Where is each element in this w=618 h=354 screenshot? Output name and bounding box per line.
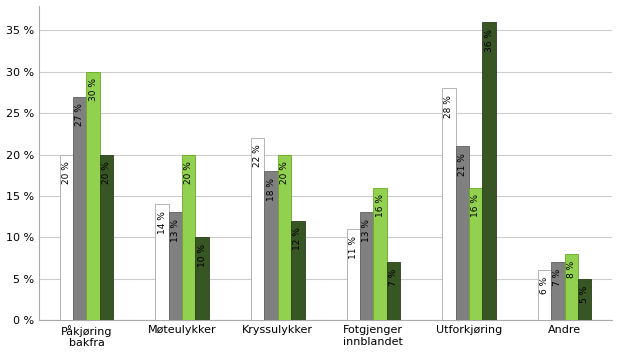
Bar (360, 212, 373, 320)
Text: 30 %: 30 % (88, 78, 98, 101)
Text: 14 %: 14 % (158, 211, 166, 234)
Text: 10 %: 10 % (198, 244, 206, 267)
Bar (169, 212, 182, 320)
Text: 18 %: 18 % (266, 178, 276, 201)
Bar (60, 155, 73, 320)
Text: 16 %: 16 % (471, 194, 480, 217)
Bar (277, 155, 291, 320)
Text: 7 %: 7 % (554, 269, 562, 286)
Text: 13 %: 13 % (171, 219, 180, 242)
Text: 16 %: 16 % (376, 194, 384, 217)
Text: 22 %: 22 % (253, 144, 262, 167)
Text: 20 %: 20 % (62, 161, 71, 184)
Text: 8 %: 8 % (567, 261, 576, 278)
Bar (551, 262, 565, 320)
Bar (251, 138, 265, 320)
Text: 20 %: 20 % (280, 161, 289, 184)
Bar (73, 97, 87, 320)
Text: 27 %: 27 % (75, 103, 84, 126)
Text: 11 %: 11 % (349, 236, 358, 259)
Text: 7 %: 7 % (389, 269, 398, 286)
Text: 5 %: 5 % (580, 285, 589, 303)
Bar (469, 188, 483, 320)
Text: 20 %: 20 % (102, 161, 111, 184)
Bar (265, 171, 277, 320)
Bar (483, 22, 496, 320)
Bar (87, 72, 100, 320)
Bar (565, 254, 578, 320)
Bar (100, 155, 113, 320)
Text: 13 %: 13 % (362, 219, 371, 242)
Bar (291, 221, 305, 320)
Text: 21 %: 21 % (458, 153, 467, 176)
Bar (387, 262, 400, 320)
Text: 12 %: 12 % (294, 227, 302, 250)
Text: 28 %: 28 % (444, 95, 454, 118)
Bar (455, 146, 469, 320)
Text: 6 %: 6 % (540, 277, 549, 294)
Bar (538, 270, 551, 320)
Bar (373, 188, 387, 320)
Bar (442, 88, 455, 320)
Text: 36 %: 36 % (485, 29, 494, 52)
Text: 20 %: 20 % (184, 161, 193, 184)
Bar (578, 279, 591, 320)
Bar (155, 204, 169, 320)
Bar (195, 237, 209, 320)
Bar (182, 155, 195, 320)
Bar (347, 229, 360, 320)
